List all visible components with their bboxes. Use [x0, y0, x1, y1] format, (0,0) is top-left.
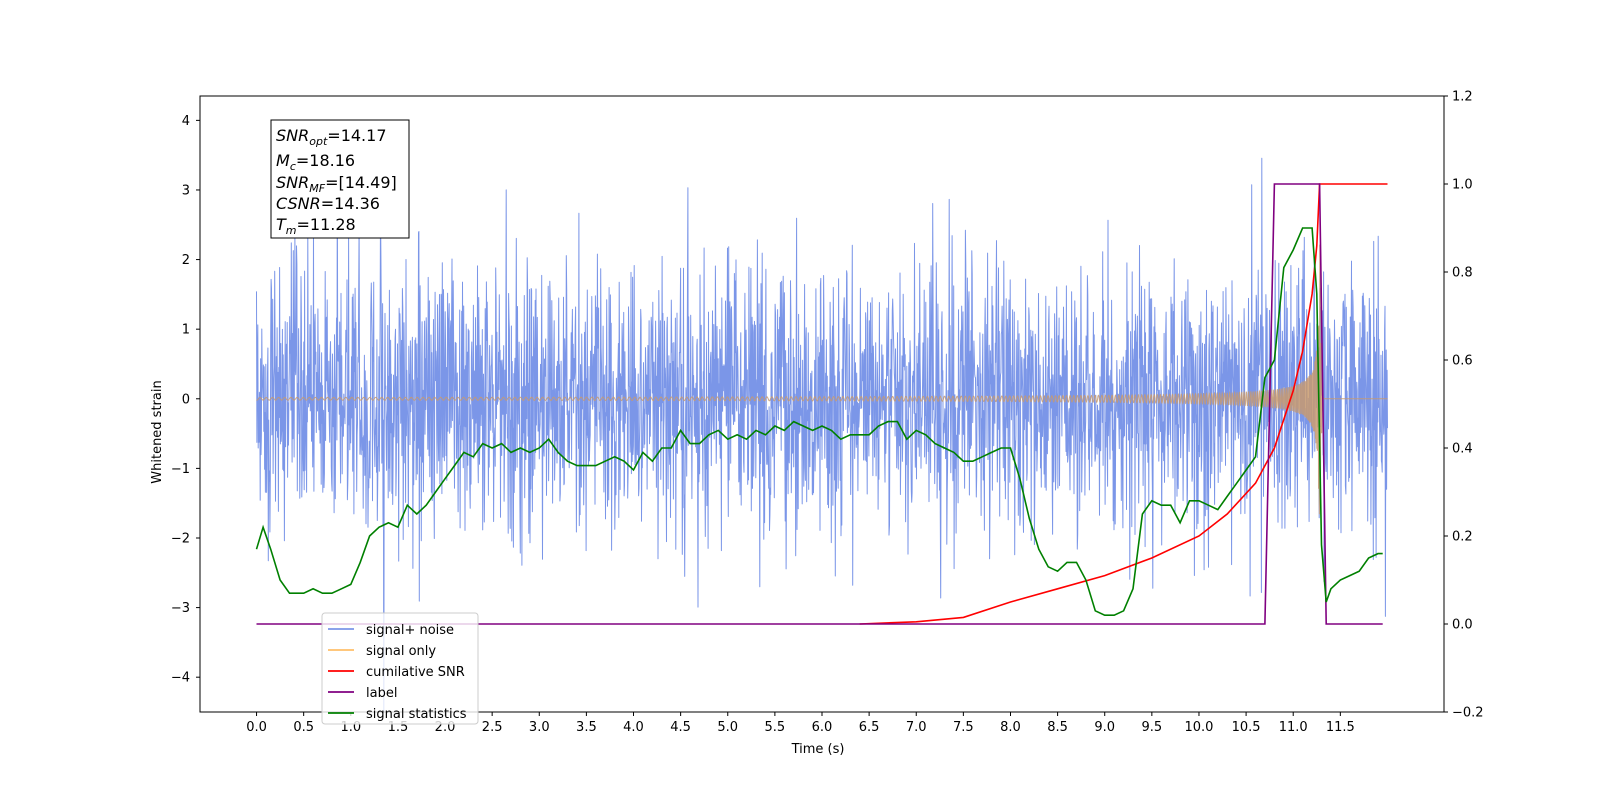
- y-right-tick-label-1: 1.0: [1452, 178, 1473, 193]
- legend: signal+ noise signal only cumilative SNR la…: [321, 612, 479, 725]
- annotation-csnr: CSNR=14.36: [276, 194, 380, 213]
- legend-label-4: signal statistics: [366, 707, 467, 722]
- y-left-tick-label-7: −3: [171, 601, 190, 616]
- x-tick-label-14: 7.0: [906, 720, 927, 735]
- y-axis-label: Whitened strain: [150, 380, 165, 483]
- x-axis-label: Time (s): [791, 742, 845, 757]
- x-tick-label-7: 3.5: [576, 720, 597, 735]
- x-tick-label-6: 3.0: [529, 720, 550, 735]
- y-right-tick-label-7: −0.2: [1452, 706, 1484, 721]
- x-tick-label-13: 6.5: [859, 720, 880, 735]
- series-layer: [255, 157, 1388, 712]
- x-tick-label-18: 9.0: [1094, 720, 1115, 735]
- y-left-tick-label-3: 1: [182, 323, 190, 338]
- x-tick-label-0: 0.0: [246, 720, 267, 735]
- x-tick-label-21: 10.5: [1232, 720, 1261, 735]
- x-tick-label-10: 5.0: [717, 720, 738, 735]
- y-left-tick-label-5: −1: [171, 462, 190, 477]
- x-tick-label-23: 11.5: [1326, 720, 1355, 735]
- y-right-tick-label-3: 0.6: [1452, 354, 1473, 369]
- annotation-snr-opt: SNRopt=14.17: [276, 126, 387, 148]
- x-tick-label-15: 7.5: [953, 720, 974, 735]
- x-tick-label-8: 4.0: [623, 720, 644, 735]
- series-label: [256, 183, 1383, 625]
- y-left-tick-label-6: −2: [171, 531, 190, 546]
- y-left-tick-label-1: 3: [182, 183, 190, 198]
- y-right-tick-label-5: 0.2: [1452, 530, 1473, 545]
- y-left-tick-label-8: −4: [171, 671, 190, 686]
- legend-label-0: signal+ noise: [366, 623, 454, 638]
- y-right-tick-label-4: 0.4: [1452, 442, 1473, 457]
- x-tick-label-11: 5.5: [765, 720, 786, 735]
- x-tick-label-1: 0.5: [293, 720, 314, 735]
- y-axis-left: 4 3 2 1 0 −1 −2 −3 −4: [171, 114, 200, 686]
- annotation-tm: Tm=11.28: [276, 215, 356, 237]
- x-tick-label-17: 8.5: [1047, 720, 1068, 735]
- y-left-tick-label-4: 0: [182, 392, 190, 407]
- x-tick-label-20: 10.0: [1184, 720, 1213, 735]
- legend-box: [321, 612, 479, 725]
- legend-label-3: label: [366, 686, 397, 701]
- x-tick-label-5: 2.5: [482, 720, 503, 735]
- annotation-mc: Mc=18.16: [276, 151, 355, 173]
- x-tick-label-19: 9.5: [1142, 720, 1163, 735]
- legend-label-2: cumilative SNR: [366, 665, 465, 680]
- y-left-tick-label-2: 2: [182, 253, 190, 268]
- x-tick-label-9: 4.5: [670, 720, 691, 735]
- y-right-tick-label-0: 1.2: [1452, 90, 1473, 105]
- series-signal-only: [256, 244, 1388, 515]
- x-tick-label-22: 11.0: [1279, 720, 1308, 735]
- annotation-snr-mf: SNRMF=[14.49]: [276, 173, 397, 195]
- y-right-tick-label-6: 0.0: [1452, 618, 1473, 633]
- series-signal-noise: [256, 157, 1388, 712]
- metrics-annotation: SNRopt=14.17 Mc=18.16 SNRMF=[14.49] CSNR…: [270, 119, 410, 239]
- legend-label-1: signal only: [366, 644, 436, 659]
- y-left-tick-label-0: 4: [182, 114, 190, 129]
- y-right-tick-label-2: 0.8: [1452, 266, 1473, 281]
- series-signal-statistics: [255, 227, 1383, 616]
- annotation-box: [270, 119, 410, 239]
- y-axis-right: 1.2 1.0 0.8 0.6 0.4 0.2 0.0 −0.2: [1444, 90, 1484, 721]
- x-tick-label-16: 8.0: [1000, 720, 1021, 735]
- x-tick-label-12: 6.0: [812, 720, 833, 735]
